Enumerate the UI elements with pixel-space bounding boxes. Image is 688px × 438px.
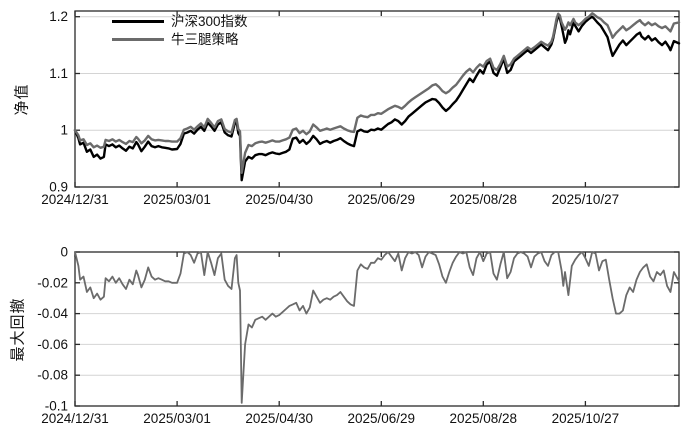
- svg-text:1.1: 1.1: [49, 66, 68, 81]
- legend-item-csi300: 沪深300指数: [112, 14, 248, 29]
- net-value-axis-label: 净值: [13, 83, 31, 116]
- svg-text:2025/04/30: 2025/04/30: [245, 411, 313, 426]
- svg-text:2025/10/27: 2025/10/27: [552, 411, 620, 426]
- max-drawdown-chart: 2024/12/31 2025/03/01 2025/04/30 2025/06/29…: [37, 245, 680, 426]
- svg-text:1.2: 1.2: [49, 9, 68, 24]
- net-value-chart: 2024/12/31 2025/03/01 2025/04/30 2025/06/29…: [41, 9, 681, 207]
- strategy-line-swatch: [112, 38, 164, 41]
- svg-text:2024/12/31: 2024/12/31: [41, 192, 109, 207]
- svg-text:2025/08/28: 2025/08/28: [450, 192, 518, 207]
- svg-text:2025/10/27: 2025/10/27: [552, 192, 620, 207]
- csi300-legend-label: 沪深300指数: [171, 14, 248, 29]
- svg-text:2025/03/01: 2025/03/01: [143, 192, 211, 207]
- svg-text:2025/06/29: 2025/06/29: [348, 411, 416, 426]
- svg-text:2025/06/29: 2025/06/29: [348, 192, 416, 207]
- legend-item-strategy: 牛三腿策略: [112, 32, 248, 47]
- svg-text:-0.04: -0.04: [37, 306, 68, 321]
- svg-text:2025/04/30: 2025/04/30: [245, 192, 313, 207]
- max-drawdown-axis-label: 最大回撤: [9, 297, 27, 362]
- svg-text:-0.02: -0.02: [37, 275, 68, 290]
- svg-text:1: 1: [60, 123, 68, 138]
- svg-text:2025/03/01: 2025/03/01: [143, 411, 211, 426]
- legend: 沪深300指数 牛三腿策略: [112, 14, 248, 47]
- svg-text:0: 0: [60, 245, 68, 260]
- svg-text:2025/08/28: 2025/08/28: [450, 411, 518, 426]
- csi300-line-swatch: [112, 20, 164, 23]
- svg-text:2024/12/31: 2024/12/31: [41, 411, 109, 426]
- svg-text:-0.1: -0.1: [45, 399, 68, 414]
- strategy-legend-label: 牛三腿策略: [171, 32, 239, 47]
- svg-text:-0.08: -0.08: [37, 368, 68, 383]
- svg-text:-0.06: -0.06: [37, 337, 68, 352]
- svg-text:0.9: 0.9: [49, 180, 68, 195]
